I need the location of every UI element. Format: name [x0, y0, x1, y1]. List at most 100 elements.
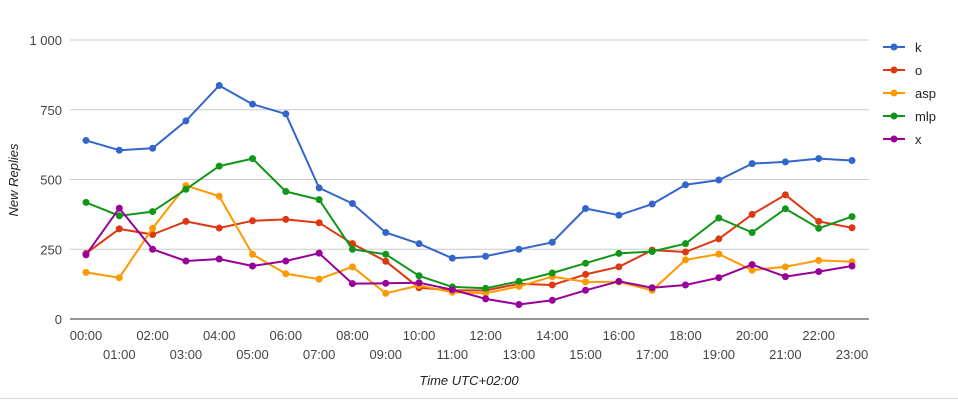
- data-point[interactable]: [848, 224, 856, 232]
- data-point[interactable]: [748, 261, 756, 269]
- data-point[interactable]: [815, 256, 823, 264]
- data-point[interactable]: [182, 117, 190, 125]
- data-point[interactable]: [848, 213, 856, 221]
- data-point[interactable]: [182, 257, 190, 265]
- data-point[interactable]: [315, 219, 323, 227]
- data-point[interactable]: [515, 245, 523, 253]
- data-point[interactable]: [582, 270, 590, 278]
- data-point[interactable]: [848, 157, 856, 165]
- data-point[interactable]: [548, 238, 556, 246]
- data-point[interactable]: [482, 289, 490, 297]
- data-point[interactable]: [215, 192, 223, 200]
- data-point[interactable]: [648, 284, 656, 292]
- data-point[interactable]: [348, 245, 356, 253]
- data-point[interactable]: [815, 217, 823, 225]
- data-point[interactable]: [115, 212, 123, 220]
- data-point[interactable]: [781, 273, 789, 281]
- data-point[interactable]: [548, 269, 556, 277]
- legend[interactable]: ko asp mlp x: [883, 40, 936, 147]
- data-point[interactable]: [215, 224, 223, 232]
- data-point[interactable]: [382, 257, 390, 265]
- legend-item-k[interactable]: k: [883, 40, 922, 55]
- data-point[interactable]: [715, 176, 723, 184]
- data-point[interactable]: [282, 110, 290, 118]
- data-point[interactable]: [482, 252, 490, 260]
- data-point[interactable]: [748, 210, 756, 218]
- data-point[interactable]: [582, 259, 590, 267]
- data-point[interactable]: [448, 286, 456, 294]
- data-point[interactable]: [815, 268, 823, 276]
- data-point[interactable]: [215, 255, 223, 263]
- data-point[interactable]: [382, 229, 390, 237]
- data-point[interactable]: [615, 277, 623, 285]
- legend-item-asp[interactable]: asp: [883, 86, 936, 101]
- data-point[interactable]: [715, 274, 723, 282]
- data-point[interactable]: [681, 181, 689, 189]
- data-point[interactable]: [315, 184, 323, 192]
- data-point[interactable]: [149, 245, 157, 253]
- data-point[interactable]: [149, 224, 157, 232]
- data-point[interactable]: [182, 217, 190, 225]
- data-point[interactable]: [615, 211, 623, 219]
- data-point[interactable]: [115, 204, 123, 212]
- data-point[interactable]: [781, 205, 789, 213]
- data-point[interactable]: [515, 277, 523, 285]
- data-point[interactable]: [315, 249, 323, 257]
- data-point[interactable]: [781, 191, 789, 199]
- data-point[interactable]: [681, 256, 689, 264]
- data-point[interactable]: [382, 279, 390, 287]
- data-point[interactable]: [315, 196, 323, 204]
- data-point[interactable]: [482, 295, 490, 303]
- data-point[interactable]: [781, 158, 789, 166]
- data-point[interactable]: [182, 185, 190, 193]
- legend-item-mlp[interactable]: mlp: [883, 109, 936, 124]
- data-point[interactable]: [482, 284, 490, 292]
- data-point[interactable]: [448, 254, 456, 262]
- data-point[interactable]: [82, 268, 90, 276]
- data-point[interactable]: [748, 266, 756, 274]
- data-point[interactable]: [582, 205, 590, 213]
- data-point[interactable]: [681, 248, 689, 256]
- data-point[interactable]: [348, 199, 356, 207]
- data-point[interactable]: [115, 146, 123, 154]
- data-point[interactable]: [515, 300, 523, 308]
- data-point[interactable]: [415, 279, 423, 287]
- data-point[interactable]: [582, 286, 590, 294]
- data-point[interactable]: [848, 262, 856, 270]
- data-point[interactable]: [115, 274, 123, 282]
- data-point[interactable]: [315, 275, 323, 283]
- data-point[interactable]: [681, 240, 689, 248]
- data-point[interactable]: [215, 81, 223, 89]
- legend-item-o[interactable]: o: [883, 63, 922, 78]
- data-point[interactable]: [115, 225, 123, 233]
- data-point[interactable]: [149, 208, 157, 216]
- data-point[interactable]: [249, 217, 257, 225]
- data-point[interactable]: [748, 160, 756, 168]
- data-point[interactable]: [249, 100, 257, 108]
- data-point[interactable]: [582, 278, 590, 286]
- data-point[interactable]: [548, 281, 556, 289]
- data-point[interactable]: [149, 144, 157, 152]
- data-point[interactable]: [249, 155, 257, 163]
- data-point[interactable]: [781, 263, 789, 271]
- data-point[interactable]: [382, 250, 390, 258]
- data-point[interactable]: [282, 270, 290, 278]
- data-point[interactable]: [648, 200, 656, 208]
- data-point[interactable]: [382, 289, 390, 297]
- data-point[interactable]: [715, 214, 723, 222]
- data-point[interactable]: [415, 272, 423, 280]
- data-point[interactable]: [348, 280, 356, 288]
- data-point[interactable]: [748, 229, 756, 237]
- data-point[interactable]: [82, 198, 90, 206]
- data-point[interactable]: [715, 250, 723, 258]
- data-point[interactable]: [249, 250, 257, 258]
- data-point[interactable]: [615, 263, 623, 271]
- data-point[interactable]: [615, 249, 623, 257]
- data-point[interactable]: [815, 224, 823, 232]
- data-point[interactable]: [648, 247, 656, 255]
- data-point[interactable]: [282, 257, 290, 265]
- data-point[interactable]: [348, 263, 356, 271]
- data-point[interactable]: [415, 240, 423, 248]
- data-point[interactable]: [282, 215, 290, 223]
- data-point[interactable]: [715, 235, 723, 243]
